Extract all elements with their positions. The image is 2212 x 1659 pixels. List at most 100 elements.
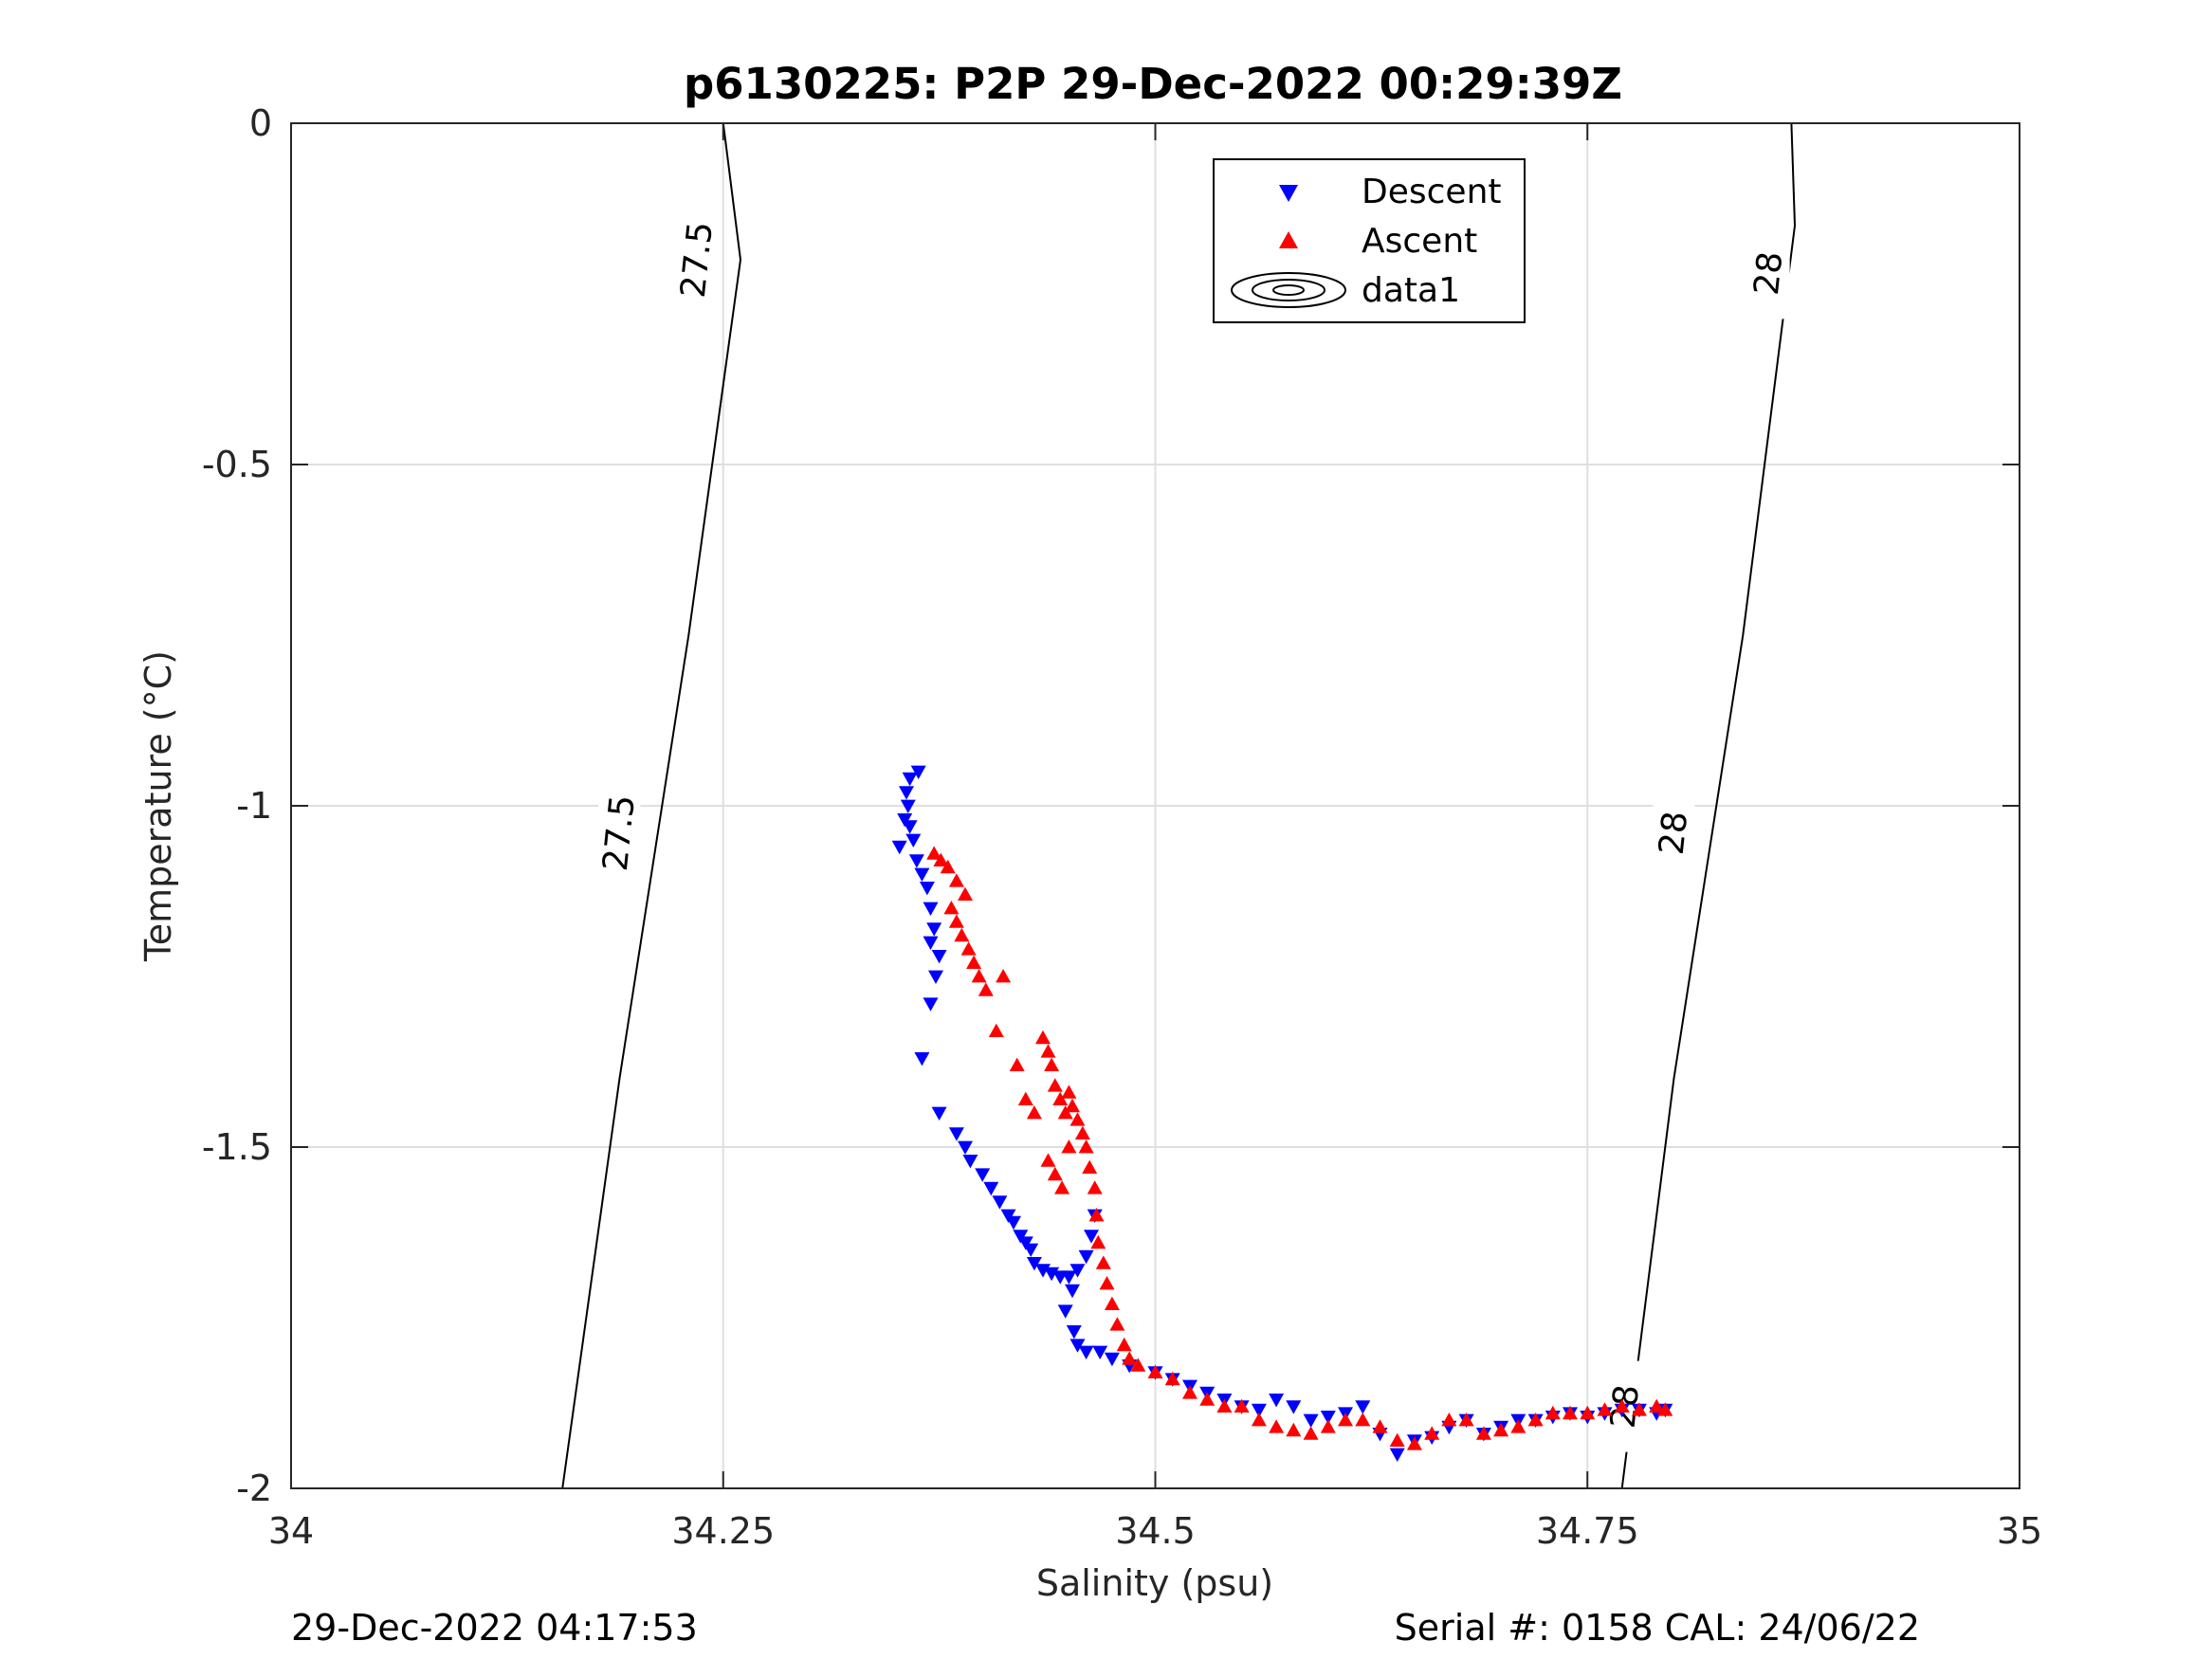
legend-contour-icon bbox=[1231, 272, 1346, 308]
ascent-point bbox=[1047, 1078, 1063, 1092]
x-axis-ticks: 34 34.25 34.5 34.75 35 bbox=[268, 123, 2042, 1552]
ascent-point bbox=[966, 955, 982, 969]
ascent-point bbox=[1510, 1419, 1526, 1433]
ascent-point bbox=[1040, 1044, 1056, 1058]
ascent-point bbox=[1475, 1426, 1491, 1440]
legend-descent-marker bbox=[1279, 185, 1298, 202]
legend-descent-label: Descent bbox=[1362, 173, 1502, 211]
footer-timestamp: 29-Dec-2022 04:17:53 bbox=[291, 1607, 698, 1649]
ascent-point bbox=[1040, 1153, 1056, 1167]
ascent-point bbox=[960, 941, 977, 956]
descent-point bbox=[1303, 1413, 1319, 1428]
ascent-point bbox=[971, 969, 987, 983]
y-tick-label: 0 bbox=[249, 102, 272, 144]
descent-point bbox=[1084, 1230, 1099, 1244]
ascent-point bbox=[954, 927, 970, 942]
ascent-point bbox=[1116, 1337, 1132, 1352]
descent-point bbox=[1069, 1339, 1086, 1353]
data-points bbox=[891, 765, 1673, 1462]
descent-point bbox=[905, 833, 922, 848]
ascent-point bbox=[1104, 1296, 1120, 1310]
ascent-point bbox=[1458, 1413, 1474, 1427]
descent-point bbox=[962, 1155, 978, 1169]
y-tick-label: -1.5 bbox=[202, 1126, 272, 1168]
contour-label: 28 bbox=[1747, 249, 1791, 297]
y-tick-label: -0.5 bbox=[202, 444, 272, 485]
descent-point bbox=[1320, 1411, 1336, 1425]
ascent-point bbox=[1026, 1105, 1042, 1120]
descent-point bbox=[1092, 1345, 1108, 1359]
ascent-point bbox=[1009, 1057, 1025, 1071]
descent-point bbox=[1057, 1304, 1073, 1319]
footer-serial-cal: Serial #: 0158 CAL: 24/06/22 bbox=[1395, 1607, 1920, 1649]
ascent-point bbox=[1054, 1180, 1070, 1194]
descent-point bbox=[958, 1140, 973, 1155]
chart-title: p6130225: P2P 29-Dec-2022 00:29:39Z bbox=[684, 59, 1622, 109]
legend-ascent-label: Ascent bbox=[1362, 222, 1477, 261]
contour-label-bg bbox=[1653, 787, 1695, 879]
descent-point bbox=[1251, 1403, 1267, 1418]
ascent-point bbox=[1044, 1057, 1060, 1071]
ascent-point bbox=[1052, 1091, 1069, 1105]
ascent-point bbox=[1130, 1358, 1146, 1372]
descent-point bbox=[923, 997, 939, 1012]
y-axis-label: Temperature (°C) bbox=[137, 650, 179, 962]
contour-line-28 bbox=[1620, 122, 1797, 1489]
descent-point bbox=[1104, 1352, 1120, 1367]
descent-point bbox=[983, 1181, 999, 1196]
ascent-point bbox=[1182, 1385, 1197, 1399]
descent-point bbox=[1035, 1264, 1051, 1278]
contour-label-bg bbox=[676, 214, 719, 305]
ascent-point bbox=[1164, 1371, 1180, 1386]
x-tick-label: 34.5 bbox=[1115, 1510, 1196, 1552]
descent-point bbox=[899, 786, 914, 800]
y-tick-label: -2 bbox=[236, 1468, 272, 1509]
ascent-point bbox=[943, 901, 960, 915]
descent-point bbox=[1389, 1448, 1405, 1462]
contour-label: 27.5 bbox=[674, 220, 721, 300]
ascent-point bbox=[1090, 1234, 1106, 1249]
legend-ascent-marker bbox=[1279, 231, 1298, 248]
ascent-point bbox=[1614, 1398, 1630, 1413]
descent-point bbox=[1013, 1230, 1029, 1244]
ascent-point bbox=[1269, 1419, 1285, 1433]
ascent-point bbox=[1286, 1422, 1302, 1437]
ascent-point bbox=[1147, 1364, 1163, 1378]
x-tick-label: 34.75 bbox=[1536, 1510, 1639, 1552]
ascent-point bbox=[948, 873, 964, 887]
ascent-point bbox=[1087, 1180, 1103, 1194]
descent-point bbox=[1286, 1400, 1302, 1414]
ascent-point bbox=[1251, 1413, 1267, 1427]
ascent-point bbox=[1061, 1139, 1077, 1154]
x-tick-label: 34 bbox=[268, 1510, 314, 1552]
legend: Descent Ascent data1 bbox=[1213, 158, 1526, 323]
descent-point bbox=[1006, 1215, 1021, 1231]
descent-point bbox=[900, 799, 916, 813]
ascent-point bbox=[1527, 1413, 1544, 1427]
descent-point bbox=[926, 922, 942, 937]
contour-label: 28 bbox=[1653, 810, 1696, 857]
descent-point bbox=[902, 772, 918, 787]
ascent-point bbox=[1109, 1317, 1125, 1331]
ascent-point bbox=[1597, 1402, 1613, 1416]
contour-line-27.5 bbox=[561, 122, 742, 1489]
descent-point bbox=[975, 1168, 991, 1182]
ascent-point bbox=[1099, 1276, 1115, 1290]
descent-point bbox=[1026, 1257, 1042, 1271]
ascent-point bbox=[1065, 1098, 1080, 1113]
ascent-point bbox=[1122, 1351, 1138, 1365]
descent-point bbox=[923, 936, 939, 950]
ascent-point bbox=[1580, 1405, 1596, 1420]
ascent-point bbox=[1078, 1139, 1094, 1154]
legend-contour-label: data1 bbox=[1362, 271, 1460, 310]
descent-point bbox=[891, 840, 907, 855]
ascent-point bbox=[1424, 1426, 1440, 1440]
ascent-point bbox=[1338, 1413, 1353, 1427]
x-axis-label: Salinity (psu) bbox=[1036, 1562, 1273, 1604]
ascent-point bbox=[1563, 1405, 1578, 1420]
density-contours: 27.527.5282828 bbox=[561, 122, 1797, 1489]
ascent-point bbox=[940, 859, 956, 874]
descent-point bbox=[919, 882, 935, 896]
ascent-point bbox=[1441, 1413, 1457, 1427]
x-tick-label: 35 bbox=[1997, 1510, 2042, 1552]
